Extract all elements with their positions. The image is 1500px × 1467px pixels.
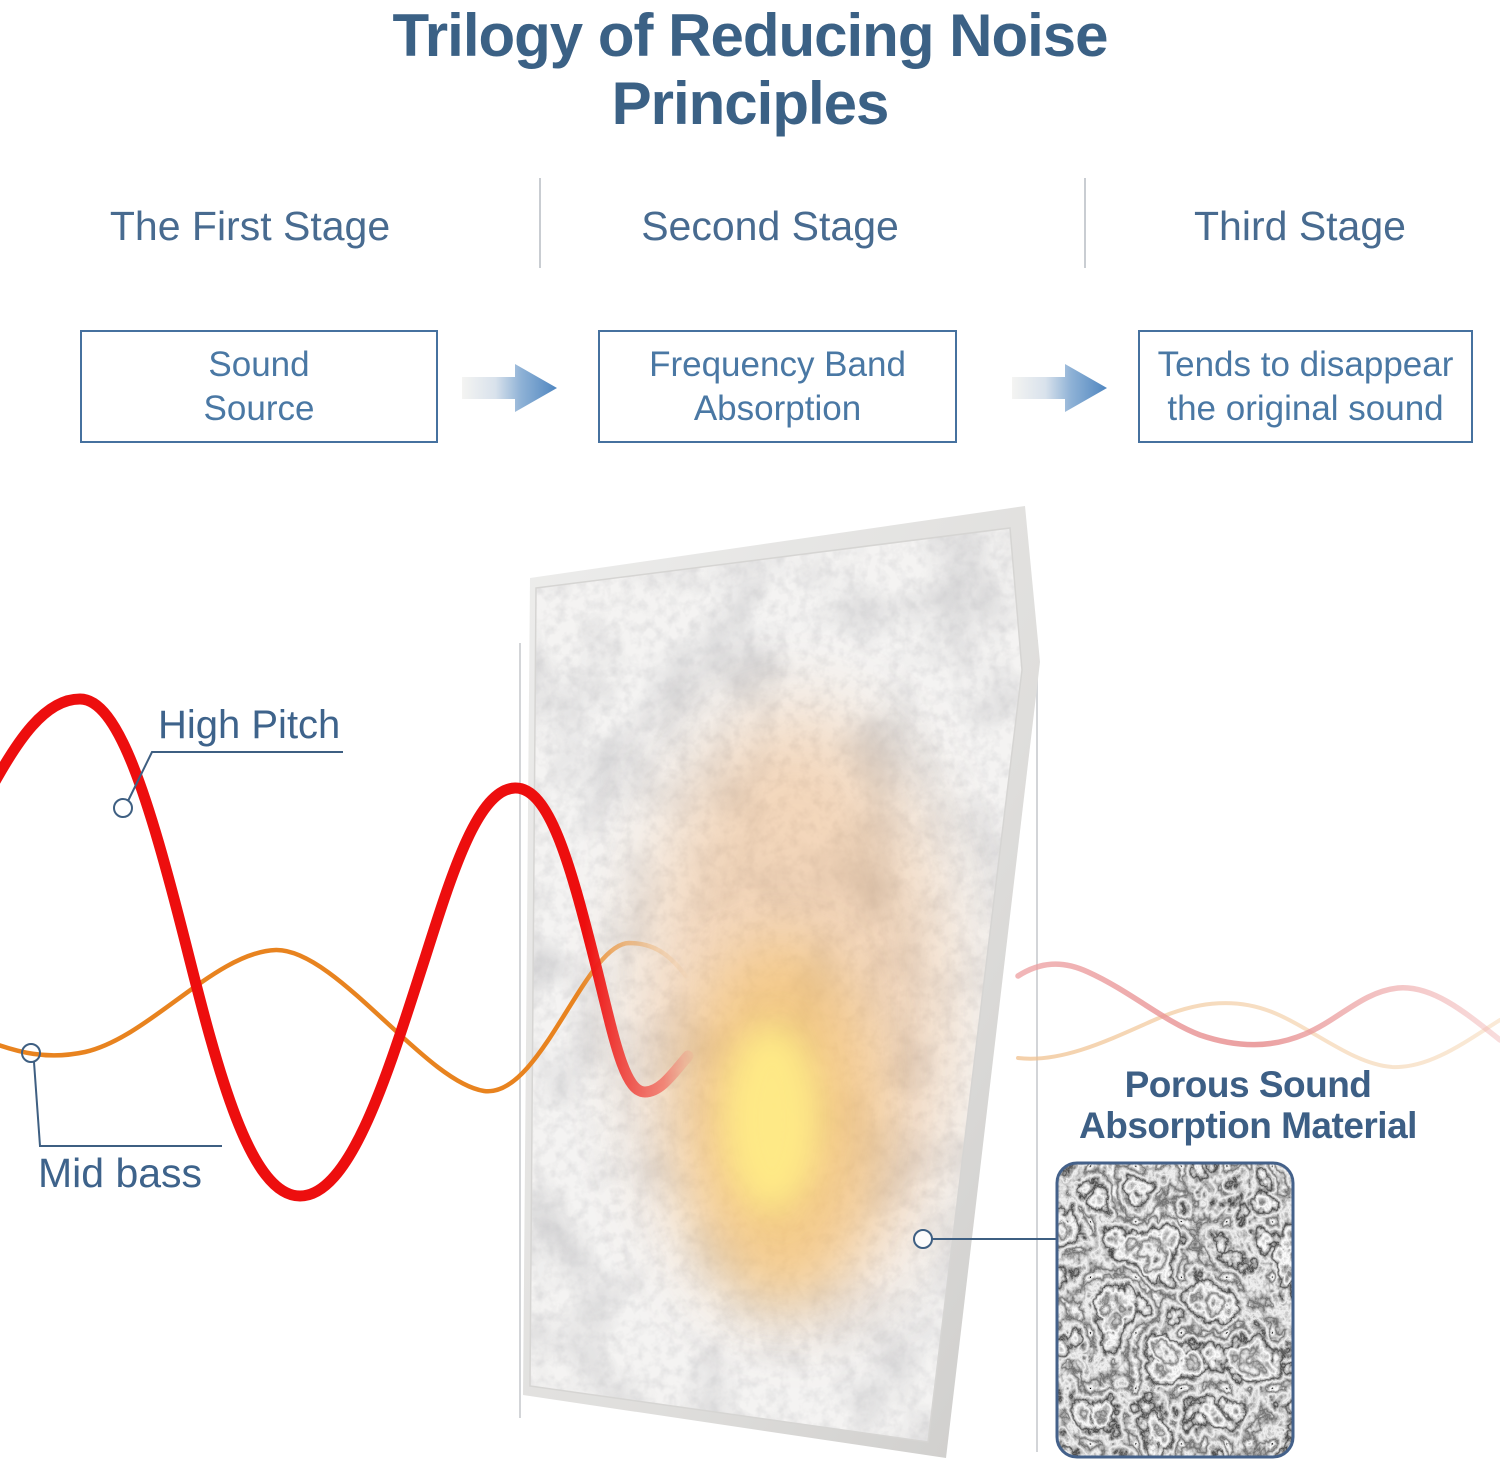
flow-box-text: Frequency Band (649, 344, 906, 384)
flow-box-frequency-absorption: Frequency Band Absorption (598, 330, 957, 443)
incoming-sound-waves (0, 693, 694, 1202)
background-wall-lines (519, 640, 1038, 1452)
fiber-texture (1057, 1163, 1293, 1457)
flow-arrows (462, 364, 1107, 412)
annotation-leaders (21, 751, 1056, 1249)
flow-box-text: Source (203, 388, 315, 428)
stage-divider-lines (539, 178, 1086, 268)
porous-material-closeup (1055, 1161, 1295, 1459)
mid-bass-leader-line (33, 1061, 222, 1147)
high-pitch-marker-circle (113, 798, 133, 818)
acoustic-panel (523, 506, 1040, 1458)
mid-bass-marker-circle (21, 1043, 41, 1063)
porous-marker-circle (913, 1229, 933, 1249)
arrow-right-icon (462, 364, 557, 412)
flow-box-text: Sound (208, 344, 310, 384)
arrow-right-icon (1012, 364, 1107, 412)
flow-box-text: the original sound (1167, 388, 1444, 428)
high-pitch-wave (0, 693, 694, 1202)
flow-box-text: Tends to disappear (1157, 344, 1454, 384)
flow-box-sound-source: Sound Source (80, 330, 438, 443)
closeup-border (1055, 1161, 1295, 1459)
flow-box-disappear-sound: Tends to disappear the original sound (1138, 330, 1473, 443)
attenuated-sound-waves (1015, 961, 1500, 1070)
faded-orange-wave (1016, 1001, 1500, 1070)
panel-front-face (530, 528, 1022, 1442)
mid-bass-wave (0, 940, 689, 1094)
panel-face-outline (529, 527, 1023, 1443)
flow-box-text: Absorption (693, 388, 862, 428)
high-pitch-leader-line (127, 751, 343, 802)
faded-pink-wave (1015, 961, 1500, 1048)
absorption-glow (645, 710, 945, 1310)
